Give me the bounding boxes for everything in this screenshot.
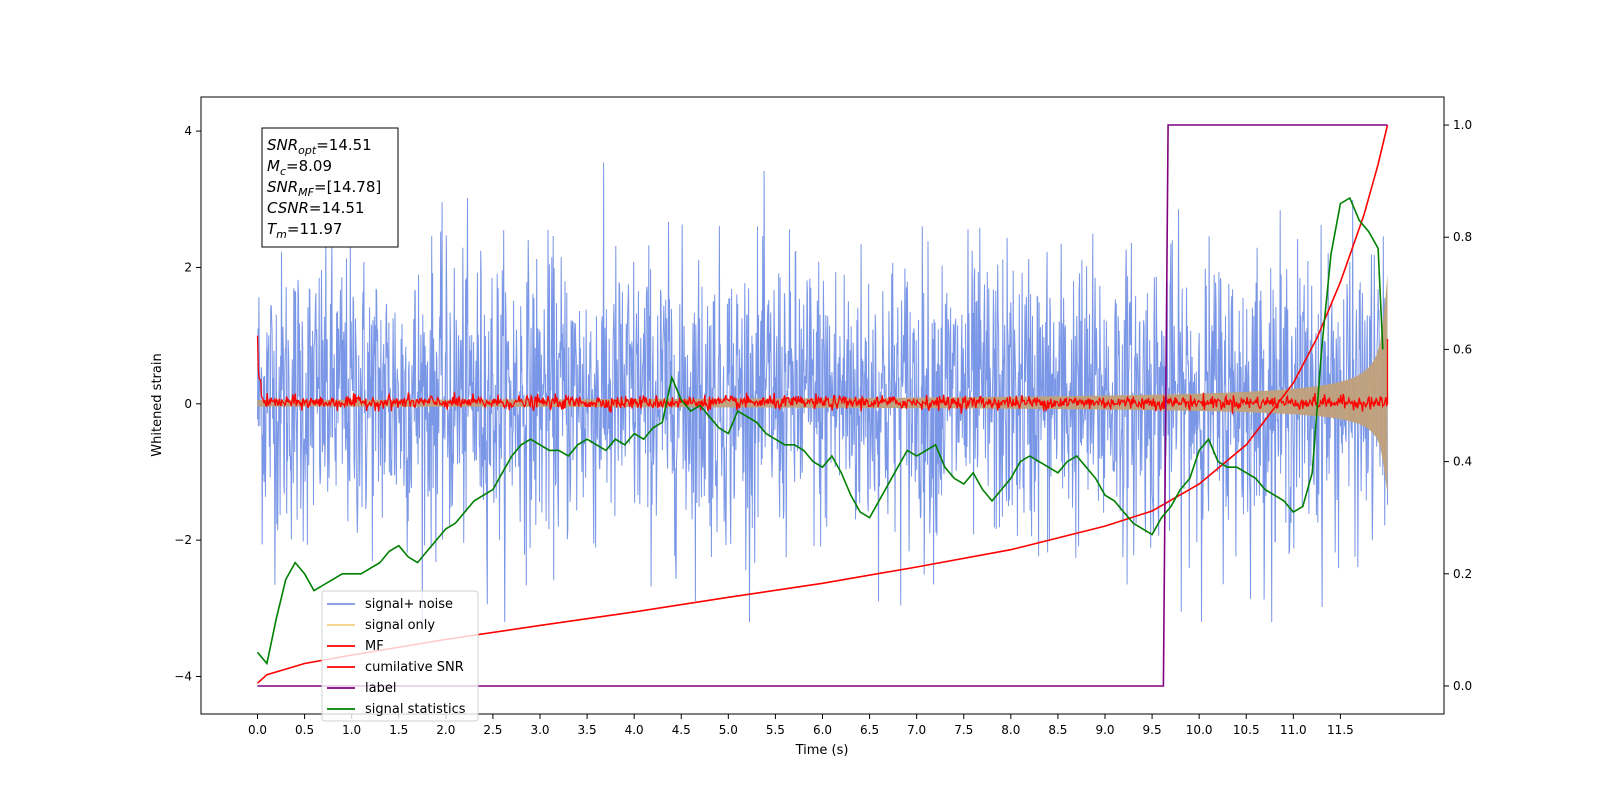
legend-label: signal statistics bbox=[365, 702, 466, 717]
series-signal-statistics bbox=[256, 196, 1384, 666]
legend-label: label bbox=[365, 681, 396, 696]
y-axis-label: Whitened strain bbox=[150, 353, 165, 456]
annotation-line: Tm=11.97 bbox=[267, 220, 342, 241]
x-tick-label: 10.5 bbox=[1233, 723, 1260, 737]
legend-label: signal only bbox=[365, 618, 435, 633]
y-tick-label-right: 0.6 bbox=[1453, 342, 1472, 356]
y-tick-label-right: 0.4 bbox=[1453, 455, 1472, 469]
series-signal-noise bbox=[257, 162, 1388, 623]
x-tick-label: 7.5 bbox=[954, 723, 973, 737]
x-tick-label: 3.5 bbox=[578, 723, 597, 737]
y-tick-label-right: 0.0 bbox=[1453, 679, 1472, 693]
annotation-line: CSNR=14.51 bbox=[267, 199, 364, 217]
x-tick-label: 9.5 bbox=[1143, 723, 1162, 737]
x-tick-label: 5.0 bbox=[719, 723, 738, 737]
legend-label: MF bbox=[365, 639, 384, 654]
y-tick-label-right: 1.0 bbox=[1453, 118, 1472, 132]
x-tick-label: 6.0 bbox=[813, 723, 832, 737]
x-tick-label: 1.5 bbox=[389, 723, 408, 737]
x-tick-label: 0.0 bbox=[248, 723, 267, 737]
x-tick-label: 5.5 bbox=[766, 723, 785, 737]
y-tick-label-right: 0.2 bbox=[1453, 567, 1472, 581]
x-tick-label: 4.0 bbox=[625, 723, 644, 737]
legend-label: signal+ noise bbox=[365, 597, 453, 612]
x-tick-label: 3.0 bbox=[530, 723, 549, 737]
x-tick-label: 8.0 bbox=[1001, 723, 1020, 737]
x-tick-label: 2.0 bbox=[436, 723, 455, 737]
annotation-frame bbox=[261, 127, 399, 248]
x-axis-label: Time (s) bbox=[795, 743, 849, 758]
x-tick-label: 1.0 bbox=[342, 723, 361, 737]
legend-frame bbox=[321, 590, 479, 722]
annotation-line: Mc=8.09 bbox=[267, 157, 332, 178]
legend-label: cumilative SNR bbox=[365, 660, 464, 675]
y-tick-label-left: −4 bbox=[174, 670, 192, 684]
y-tick-label-right: 0.8 bbox=[1453, 230, 1472, 244]
x-tick-label: 6.5 bbox=[860, 723, 879, 737]
x-tick-label: 0.5 bbox=[295, 723, 314, 737]
y-tick-label-left: −2 bbox=[174, 533, 192, 547]
x-tick-label: 9.0 bbox=[1095, 723, 1114, 737]
y-axis-left: 4 2 0 −2 −4 bbox=[174, 124, 201, 684]
x-tick-label: 2.5 bbox=[483, 723, 502, 737]
x-tick-label: 11.0 bbox=[1280, 723, 1307, 737]
series-mf bbox=[256, 335, 1389, 415]
series-label bbox=[257, 124, 1388, 687]
annotation-box: SNRopt=14.51Mc=8.09SNRMF=[14.78]CSNR=14.… bbox=[261, 127, 399, 248]
x-tick-label: 4.5 bbox=[672, 723, 691, 737]
legend: signal+ noise signal only MF cumilative SNR… bbox=[321, 590, 479, 722]
y-tick-label-left: 4 bbox=[184, 124, 192, 138]
x-tick-label: 10.0 bbox=[1186, 723, 1213, 737]
x-tick-label: 7.0 bbox=[907, 723, 926, 737]
x-tick-label: 8.5 bbox=[1048, 723, 1067, 737]
annotation-line: SNRMF=[14.78] bbox=[267, 178, 381, 199]
y-tick-label-left: 0 bbox=[184, 397, 192, 411]
x-axis: 0.0 0.5 1.0 1.5 2.0 2.5 3.0 3.5 4.0 4.5 5.0 5.5 6.0 6… bbox=[248, 714, 1354, 737]
y-tick-label-left: 2 bbox=[184, 260, 192, 274]
annotation-line: SNRopt=14.51 bbox=[267, 136, 372, 157]
y-axis-right: 1.0 0.8 0.6 0.4 0.2 0.0 bbox=[1444, 118, 1472, 693]
x-tick-label: 11.5 bbox=[1327, 723, 1354, 737]
